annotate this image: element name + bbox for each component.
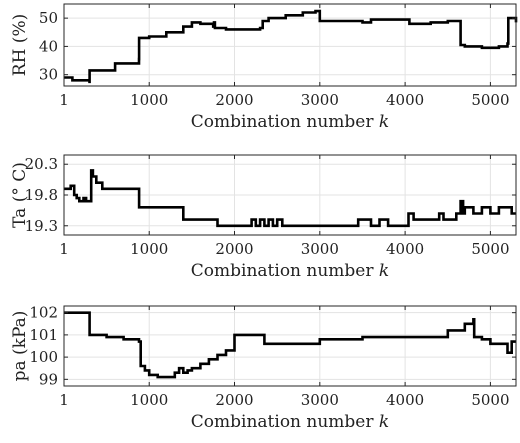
y-tick-label: 101 xyxy=(29,326,58,344)
x-tick-label: 3000 xyxy=(301,240,339,258)
x-tick-label: 4000 xyxy=(386,91,424,109)
y-tick-label: 30 xyxy=(39,66,58,84)
x-tick-label: 2000 xyxy=(215,240,253,258)
y-tick-label: 20.3 xyxy=(25,155,58,173)
x-tick-label: 2000 xyxy=(215,91,253,109)
y-tick-label: 50 xyxy=(39,9,58,27)
x-tick-label: 2000 xyxy=(215,391,253,409)
x-tick-label: 3000 xyxy=(301,391,339,409)
x-tick-label: 1 xyxy=(59,240,69,258)
pa-series-line xyxy=(64,311,516,379)
x-tick-label: 3000 xyxy=(301,91,339,109)
y-tick-label: 19.3 xyxy=(25,217,58,235)
pa-panel: 1 1000 2000 3000 4000 5000 99 100 101 102 Combinat… xyxy=(10,304,517,432)
rh-axes-box xyxy=(63,3,517,87)
x-tick-label: 1000 xyxy=(130,91,168,109)
y-tick-label: 99 xyxy=(39,370,58,388)
ta-y-axis-label: Ta (° C) xyxy=(10,162,30,228)
pa-y-axis-label: pa (kPa) xyxy=(10,311,30,382)
rh-series-line xyxy=(64,9,518,84)
pa-x-axis-label: Combination number k xyxy=(191,412,389,432)
ta-panel: 1 1000 2000 3000 4000 5000 19.3 19.8 20.3 Combina… xyxy=(10,154,517,281)
rh-x-axis-label: Combination number k xyxy=(191,112,389,132)
x-tick-label: 1 xyxy=(59,91,69,109)
ta-series-line xyxy=(64,169,516,228)
x-tick-label: 5000 xyxy=(471,391,509,409)
y-tick-label: 102 xyxy=(29,304,58,322)
x-tick-label: 4000 xyxy=(386,391,424,409)
rh-y-axis-label: RH (%) xyxy=(10,14,30,76)
pa-axes-box xyxy=(63,305,517,387)
x-tick-label: 5000 xyxy=(471,240,509,258)
x-tick-label: 1000 xyxy=(130,240,168,258)
x-tick-label: 5000 xyxy=(471,91,509,109)
x-tick-label: 1000 xyxy=(130,391,168,409)
rh-panel: 1 1000 2000 3000 4000 5000 30 40 50 Combination n… xyxy=(10,3,518,132)
y-tick-label: 19.8 xyxy=(25,186,58,204)
y-tick-label: 40 xyxy=(39,37,58,55)
x-tick-label: 4000 xyxy=(386,240,424,258)
x-tick-label: 1 xyxy=(59,391,69,409)
ta-x-axis-label: Combination number k xyxy=(191,261,389,281)
y-tick-label: 100 xyxy=(29,348,58,366)
